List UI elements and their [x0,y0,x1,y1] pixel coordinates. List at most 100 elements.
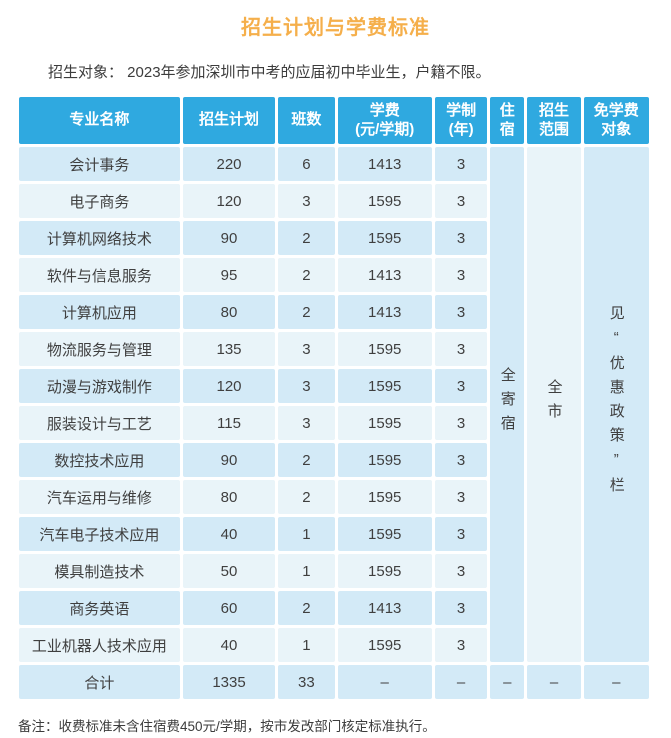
cell-major-name: 软件与信息服务 [19,258,180,292]
cell-enrollment-plan: 40 [182,517,276,551]
cell-enrollment-plan: 40 [182,628,276,662]
total-label: 合计 [19,665,180,699]
cell-class-count: 2 [278,258,335,292]
header-accommodation: 住 宿 [490,97,525,144]
cell-tuition: 1595 [337,184,432,218]
cell-tuition: 1595 [337,369,432,403]
cell-school-years: 3 [434,221,488,255]
header-school-years: 学制 (年) [434,97,488,144]
cell-enrollment-plan: 90 [182,443,276,477]
cell-class-count: 2 [278,221,335,255]
table-row: 计算机应用 80 2 1413 3 [19,295,649,329]
total-enrollment-scope: – [527,665,581,699]
cell-enrollment-plan: 120 [182,184,276,218]
header-tuition: 学费 (元/学期) [337,97,432,144]
cell-school-years: 3 [434,332,488,366]
table-row: 计算机网络技术 90 2 1595 3 [19,221,649,255]
total-tuition: – [337,665,432,699]
cell-major-name: 计算机网络技术 [19,221,180,255]
table-row: 数控技术应用 90 2 1595 3 [19,443,649,477]
cell-enrollment-plan: 135 [182,332,276,366]
cell-tuition: 1595 [337,628,432,662]
cell-major-name: 工业机器人技术应用 [19,628,180,662]
header-enrollment-scope: 招生 范围 [527,97,581,144]
cell-school-years: 3 [434,406,488,440]
cell-school-years: 3 [434,443,488,477]
cell-class-count: 6 [278,147,335,181]
cell-class-count: 2 [278,591,335,625]
header-major-name: 专业名称 [19,97,180,144]
total-accommodation: – [490,665,525,699]
table-row: 软件与信息服务 95 2 1413 3 [19,258,649,292]
table-row: 电子商务 120 3 1595 3 [19,184,649,218]
cell-tuition: 1595 [337,517,432,551]
header-enrollment-plan: 招生计划 [182,97,276,144]
cell-school-years: 3 [434,369,488,403]
cell-school-years: 3 [434,184,488,218]
total-row: 合计 1335 33– – – – – [19,665,649,699]
table-row: 商务英语 60 2 1413 3 [19,591,649,625]
cell-school-years: 3 [434,517,488,551]
total-school-years: – [434,665,488,699]
cell-enrollment-plan: 115 [182,406,276,440]
table-row: 动漫与游戏制作 120 3 1595 3 [19,369,649,403]
merged-tuition-free-target: 见“优惠政策”栏 [583,147,649,662]
cell-tuition: 1595 [337,332,432,366]
cell-major-name: 电子商务 [19,184,180,218]
cell-class-count: 3 [278,184,335,218]
cell-major-name: 会计事务 [19,147,180,181]
table-row: 汽车电子技术应用 40 1 1595 3 [19,517,649,551]
cell-enrollment-plan: 80 [182,480,276,514]
cell-school-years: 3 [434,295,488,329]
cell-enrollment-plan: 120 [182,369,276,403]
cell-class-count: 2 [278,443,335,477]
cell-school-years: 3 [434,480,488,514]
table-row: 模具制造技术 50 1 1595 3 [19,554,649,588]
cell-major-name: 物流服务与管理 [19,332,180,366]
merged-accommodation: 全寄宿 [490,147,525,662]
cell-class-count: 1 [278,554,335,588]
cell-tuition: 1595 [337,554,432,588]
page-title: 招生计划与学费标准 [241,17,430,39]
cell-class-count: 2 [278,480,335,514]
cell-major-name: 计算机应用 [19,295,180,329]
merged-enrollment-scope-text: 全市 [545,378,563,427]
admission-target-text: 招生对象： 2023年参加深圳市中考的应届初中毕业生，户籍不限。 [48,64,491,81]
table-row: 汽车运用与维修 80 2 1595 3 [19,480,649,514]
table-row: 会计事务 220 6 1413 3 全寄宿 全市 见“优惠政策”栏 [19,147,649,662]
header-class-count: 班数 [278,97,335,144]
cell-major-name: 模具制造技术 [19,554,180,588]
cell-major-name: 商务英语 [19,591,180,625]
table-body: 会计事务 220 6 1413 3 全寄宿 全市 见“优惠政策”栏 电子商务 120 3 1595 3 计… [19,147,649,699]
cell-school-years: 3 [434,258,488,292]
cell-major-name: 汽车运用与维修 [19,480,180,514]
cell-tuition: 1413 [337,591,432,625]
cell-major-name: 数控技术应用 [19,443,180,477]
cell-tuition: 1595 [337,480,432,514]
table-row: 物流服务与管理 135 3 1595 3 [19,332,649,366]
merged-tuition-free-target-text: 见“优惠政策”栏 [607,304,625,501]
cell-enrollment-plan: 220 [182,147,276,181]
cell-class-count: 3 [278,369,335,403]
cell-major-name: 服装设计与工艺 [19,406,180,440]
total-enrollment-plan: 1335 [182,665,276,699]
total-tuition-free-target: – [583,665,649,699]
table-row: 服装设计与工艺 115 3 1595 3 [19,406,649,440]
cell-school-years: 3 [434,591,488,625]
cell-class-count: 2 [278,295,335,329]
cell-school-years: 3 [434,147,488,181]
cell-class-count: 3 [278,406,335,440]
merged-accommodation-text: 全寄宿 [498,366,516,439]
header-row: 专业名称 招生计划 班数 学费 (元/学期) 学制 (年) 住 宿 招生 范围 … [19,97,649,144]
cell-enrollment-plan: 50 [182,554,276,588]
cell-enrollment-plan: 90 [182,221,276,255]
cell-tuition: 1413 [337,258,432,292]
merged-enrollment-scope: 全市 [527,147,581,662]
cell-tuition: 1595 [337,221,432,255]
cell-major-name: 动漫与游戏制作 [19,369,180,403]
table-row: 工业机器人技术应用 40 1 1595 3 [19,628,649,662]
cell-tuition: 1595 [337,406,432,440]
cell-school-years: 3 [434,554,488,588]
header-tuition-free-target: 免学费 对象 [583,97,649,144]
